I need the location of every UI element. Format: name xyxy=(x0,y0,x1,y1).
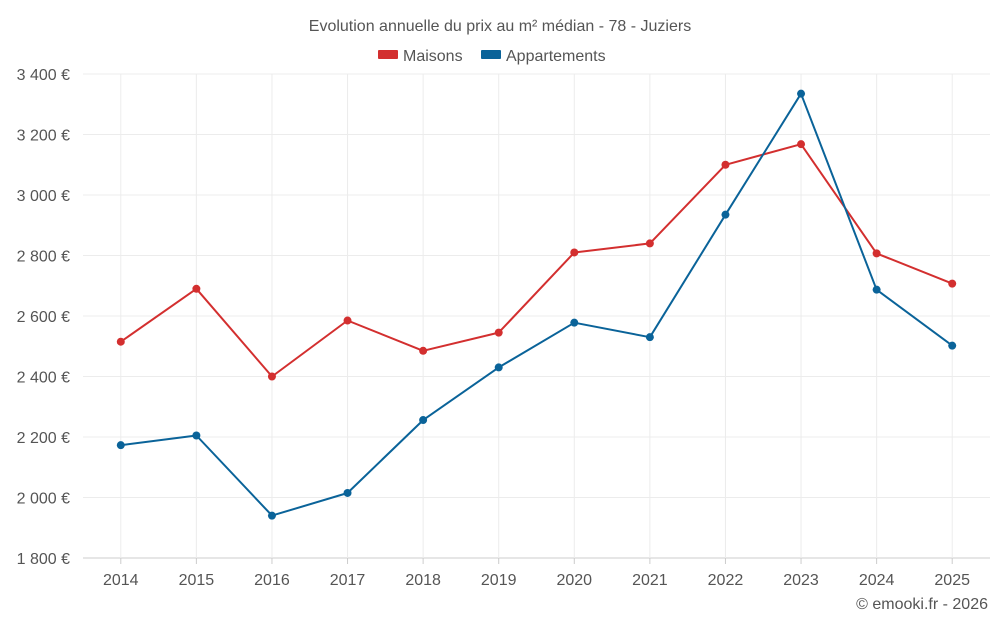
x-tick-label: 2015 xyxy=(179,572,215,589)
data-point-appartements-2024[interactable] xyxy=(872,285,881,294)
x-tick-label: 2022 xyxy=(708,572,744,589)
y-axis: 1 800 € 2 000 € 2 200 € 2 400 € 2 600 € 2 800… xyxy=(17,67,70,568)
data-point-maisons-2023[interactable] xyxy=(797,140,806,149)
series-line-maisons xyxy=(119,143,954,378)
data-point-maisons-2025[interactable] xyxy=(948,279,957,288)
data-point-appartements-2025[interactable] xyxy=(948,341,957,350)
legend-label-maisons: Maisons xyxy=(403,48,463,65)
chart-title: Evolution annuelle du prix au m² médian … xyxy=(309,18,691,35)
data-point-maisons-2024[interactable] xyxy=(872,249,881,258)
y-tick-label: 3 400 € xyxy=(17,67,70,84)
x-tick-label: 2019 xyxy=(481,572,517,589)
legend-swatch-appartements xyxy=(481,50,501,59)
y-tick-label: 3 200 € xyxy=(17,128,70,145)
legend-label-appartements: Appartements xyxy=(506,48,606,65)
x-tick-label: 2020 xyxy=(556,572,592,589)
data-point-maisons-2017[interactable] xyxy=(343,316,352,325)
x-tick-label: 2016 xyxy=(254,572,290,589)
data-point-maisons-2020[interactable] xyxy=(570,248,579,257)
y-tick-label: 2 400 € xyxy=(17,370,70,387)
data-point-appartements-2015[interactable] xyxy=(192,431,201,440)
y-tick-label: 3 000 € xyxy=(17,188,70,205)
data-point-appartements-2020[interactable] xyxy=(570,318,579,327)
data-point-appartements-2022[interactable] xyxy=(721,210,730,219)
chart-credit: © emooki.fr - 2026 xyxy=(856,596,988,613)
y-tick-label: 2 600 € xyxy=(17,309,70,326)
series-layer xyxy=(116,89,957,520)
y-tick-label: 1 800 € xyxy=(17,551,70,568)
data-point-appartements-2016[interactable] xyxy=(267,511,276,520)
legend: Maisons Appartements xyxy=(378,48,606,65)
data-point-maisons-2019[interactable] xyxy=(494,328,503,337)
x-axis: 2014 2015 2016 2017 2018 2019 2020 2021 2022 2023… xyxy=(103,558,970,589)
x-tick-label: 2014 xyxy=(103,572,139,589)
x-tick-label: 2025 xyxy=(934,572,970,589)
data-point-maisons-2018[interactable] xyxy=(419,346,428,355)
data-point-maisons-2015[interactable] xyxy=(192,284,201,293)
x-tick-label: 2018 xyxy=(405,572,441,589)
x-tick-label: 2021 xyxy=(632,572,668,589)
x-tick-label: 2024 xyxy=(859,572,895,589)
data-point-appartements-2017[interactable] xyxy=(343,488,352,497)
data-point-maisons-2014[interactable] xyxy=(116,337,125,346)
data-point-maisons-2021[interactable] xyxy=(645,239,654,248)
data-point-appartements-2018[interactable] xyxy=(419,416,428,425)
y-tick-label: 2 000 € xyxy=(17,491,70,508)
data-point-appartements-2019[interactable] xyxy=(494,363,503,372)
y-tick-label: 2 800 € xyxy=(17,249,70,266)
y-tick-label: 2 200 € xyxy=(17,430,70,447)
x-tick-label: 2023 xyxy=(783,572,819,589)
data-point-appartements-2014[interactable] xyxy=(116,441,125,450)
data-point-appartements-2023[interactable] xyxy=(797,89,806,98)
data-point-maisons-2016[interactable] xyxy=(267,372,276,381)
legend-swatch-maisons xyxy=(378,50,398,59)
data-point-appartements-2021[interactable] xyxy=(645,333,654,342)
legend-item-maisons[interactable]: Maisons xyxy=(378,48,463,65)
x-tick-label: 2017 xyxy=(330,572,366,589)
data-point-maisons-2022[interactable] xyxy=(721,160,730,169)
legend-item-appartements[interactable]: Appartements xyxy=(481,48,606,65)
gridlines xyxy=(83,73,990,559)
series-line-appartements xyxy=(119,92,954,517)
